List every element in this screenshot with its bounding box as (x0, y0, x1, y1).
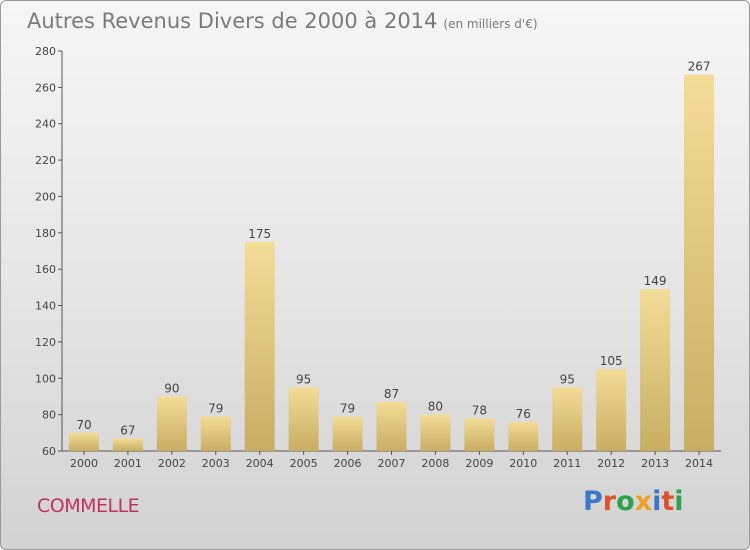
chart-bars: 70 67 90 79 175 95 79 87 80 78 76 95 105 149 267 (68, 60, 715, 452)
bar (508, 421, 539, 451)
data-label: 90 (164, 381, 179, 395)
x-tick-label: 2009 (465, 457, 493, 470)
commune-name: COMMELLE (37, 495, 140, 517)
y-tick-label: 100 (35, 372, 56, 385)
x-tick-label: 2007 (378, 457, 406, 470)
bar (200, 416, 231, 451)
chart-title-text: Autres Revenus Divers de 2000 à 2014 (27, 9, 438, 33)
logo-letter: P (583, 486, 603, 517)
x-tick-label: 2000 (70, 457, 98, 470)
logo-letter: t (661, 486, 675, 517)
data-label: 95 (296, 372, 311, 386)
y-tick-label: 200 (35, 190, 56, 203)
x-tick-label: 2003 (202, 457, 230, 470)
y-tick-label: 60 (42, 445, 56, 458)
bar (420, 414, 451, 451)
data-label: 105 (600, 354, 623, 368)
x-tick-label: 2010 (509, 457, 537, 470)
data-label: 76 (516, 407, 531, 421)
y-tick-label: 180 (35, 227, 56, 240)
bar (376, 401, 407, 451)
data-label: 80 (428, 400, 443, 414)
data-label: 175 (248, 227, 271, 241)
x-tick-label: 2001 (114, 457, 142, 470)
bar (156, 396, 187, 451)
data-label: 79 (208, 401, 223, 415)
bar (640, 289, 671, 451)
y-tick-label: 80 (42, 409, 56, 422)
data-label: 78 (472, 403, 487, 417)
data-label: 79 (340, 401, 355, 415)
y-tick-label: 280 (35, 45, 56, 58)
bar (684, 74, 715, 452)
logo-letter: r (602, 486, 617, 517)
logo-letter: i (652, 486, 662, 517)
x-tick-label: 2013 (641, 457, 669, 470)
y-tick-label: 160 (35, 263, 56, 276)
chart-title: Autres Revenus Divers de 2000 à 2014 (en … (27, 9, 538, 33)
x-tick-label: 2011 (553, 457, 581, 470)
bar (288, 387, 319, 451)
data-label: 70 (76, 418, 91, 432)
logo-letter: o (616, 486, 635, 517)
y-tick-label: 240 (35, 118, 56, 131)
x-tick-label: 2004 (246, 457, 274, 470)
x-tick-label: 2002 (158, 457, 186, 470)
x-tick-label: 2005 (290, 457, 318, 470)
bar (68, 432, 99, 451)
y-tick-label: 120 (35, 336, 56, 349)
proxiti-logo[interactable]: Proxiti (583, 486, 684, 517)
chart-subtitle: (en milliers d'€) (443, 17, 538, 31)
x-tick-label: 2008 (421, 457, 449, 470)
bar (596, 369, 627, 451)
data-label: 95 (560, 372, 575, 386)
logo-letter: i (674, 486, 684, 517)
x-tick-label: 2006 (334, 457, 362, 470)
y-tick-label: 140 (35, 300, 56, 313)
logo-letter: x (634, 486, 653, 517)
bar (552, 387, 583, 451)
bar (332, 416, 363, 451)
bar (244, 241, 275, 451)
data-label: 87 (384, 387, 399, 401)
data-label: 67 (120, 423, 135, 437)
bar (112, 438, 143, 451)
x-tick-label: 2012 (597, 457, 625, 470)
y-tick-label: 220 (35, 154, 56, 167)
x-tick-label: 2014 (685, 457, 713, 470)
data-label: 267 (688, 60, 711, 74)
bar (464, 418, 495, 451)
y-tick-label: 260 (35, 81, 56, 94)
data-label: 149 (644, 274, 667, 288)
chart-axes: 60 80 100 120 140 160 180 200 220 240 260 280 2000 20… (35, 45, 721, 470)
